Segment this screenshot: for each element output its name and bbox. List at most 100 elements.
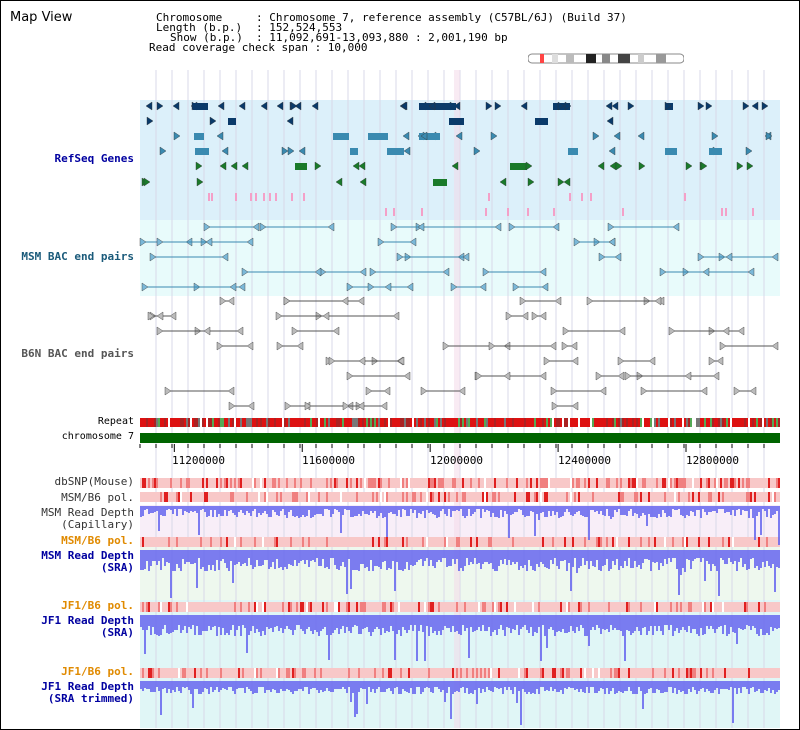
msm-b6-pol-segment: [198, 492, 200, 502]
jf1-trimmed-depth-bar: [230, 681, 232, 687]
jf1-trimmed-depth-bar: [700, 681, 702, 689]
msm-b6-pol-segment: [736, 492, 738, 502]
msm-sra-depth-bar: [224, 550, 226, 563]
msm-sra-depth-bar: [292, 550, 294, 566]
msm-sra-depth-bar: [278, 550, 280, 568]
msm-capillary-depth-bar: [266, 506, 268, 514]
jf1-b6-pol-segment: [304, 602, 306, 612]
dbsnp-segment: [536, 478, 538, 488]
msm-bac-pair-end: [369, 267, 377, 277]
jf1-b6-pol-segment: [276, 602, 278, 612]
msm-capillary-depth-bar: [206, 506, 208, 517]
jf1-trimmed-depth-bar: [722, 681, 724, 689]
repeat-segment: [314, 418, 316, 427]
gene-arrow: [173, 131, 181, 141]
msm-b6-pol-segment: [342, 492, 344, 502]
msm-sra-depth-bar: [280, 550, 282, 567]
chromosome-ideogram[interactable]: [528, 53, 684, 64]
msm-b6-pol-segment: [674, 492, 676, 502]
b6n-bac-pair-end: [247, 401, 255, 411]
msm-sra-depth-bar: [378, 550, 380, 567]
jf1-trimmed-depth-bar: [372, 681, 374, 689]
jf1-b6-pol-segment: [226, 602, 228, 612]
jf1-trimmed-depth-bar: [272, 681, 274, 689]
msm-b6-pol-segment: [258, 537, 260, 547]
jf1-b6-pol-segment: [646, 602, 648, 612]
jf1-b6-pol-segment: [254, 668, 256, 678]
msm-b6-pol-segment: [744, 537, 746, 547]
msm-b6-pol-segment: [346, 492, 348, 502]
jf1-sra-depth-bar: [332, 615, 334, 633]
jf1-sra-depth-bar: [422, 615, 424, 632]
msm-b6-pol-segment: [378, 492, 380, 502]
jf1-trimmed-depth-bar: [738, 681, 740, 688]
jf1-b6-pol-segment: [590, 668, 592, 678]
msm-b6-pol-segment: [706, 537, 708, 547]
msm-b6-pol-segment: [640, 537, 642, 547]
jf1-trimmed-depth-bar: [512, 681, 514, 694]
jf1-b6-pol-segment: [566, 668, 568, 678]
msm-sra-depth-bar: [154, 550, 156, 561]
jf1-trimmed-depth-bar: [180, 681, 182, 693]
msm-capillary-depth-bar: [396, 506, 398, 516]
jf1-b6-pol-segment: [228, 602, 230, 612]
repeat-segment: [622, 418, 624, 427]
msm-b6-pol-segment: [160, 492, 162, 502]
msm-capillary-depth-bar: [240, 506, 242, 510]
msm-sra-depth-bar: [652, 550, 654, 562]
jf1-b6-pol-segment: [400, 668, 402, 678]
msm-sra-depth-bar: [186, 550, 188, 562]
msm-b6-pol-segment: [382, 537, 384, 547]
jf1-b6-pol-segment: [432, 668, 434, 678]
msm-b6-pol-segment: [514, 537, 516, 547]
jf1-b6-pol-segment: [220, 602, 222, 612]
jf1-trimmed-depth-bar: [730, 681, 732, 687]
msm-sra-depth-bar: [194, 550, 196, 563]
jf1-b6-pol-segment: [624, 668, 626, 678]
jf1-b6-pol-segment: [218, 602, 220, 612]
jf1-b6-pol-segment: [382, 602, 384, 612]
jf1-sra-depth-bar: [658, 615, 660, 626]
msm-capillary-depth-bar: [430, 506, 432, 512]
dbsnp-segment: [574, 478, 576, 488]
msm-b6-pol-segment: [628, 492, 630, 502]
repeat-segment: [520, 418, 522, 427]
jf1-trimmed-depth-bar: [562, 681, 564, 694]
msm-b6-pol-segment: [318, 492, 320, 502]
msm-sra-depth-bar: [754, 550, 756, 568]
repeat-segment: [168, 418, 170, 427]
jf1-sra-depth-bar: [506, 615, 508, 627]
jf1-trimmed-depth-bar: [462, 681, 464, 687]
msm-b6-pol-segment: [680, 537, 682, 547]
jf1-b6-pol-segment: [164, 668, 166, 678]
jf1-trimmed-depth-bar: [208, 681, 210, 694]
jf1-b6-pol-segment: [638, 602, 640, 612]
msm-b6-pol-segment: [558, 492, 560, 502]
repeat-segment: [472, 418, 474, 427]
jf1-sra-depth-bar: [712, 615, 714, 629]
msm-sra-depth-bar: [550, 550, 552, 560]
jf1-trimmed-depth-bar: [466, 681, 468, 688]
msm-sra-depth-bar: [336, 550, 338, 569]
msm-capillary-depth-bar: [150, 506, 152, 513]
msm-b6-pol-segment: [608, 537, 610, 547]
jf1-b6-pol-segment: [692, 602, 694, 612]
msm-capillary-depth-bar: [294, 506, 296, 517]
msm-capillary-depth-bar: [172, 506, 174, 514]
repeat-segment: [572, 418, 574, 427]
jf1-b6-pol-segment: [532, 668, 534, 678]
jf1-b6-pol-segment: [644, 602, 646, 612]
msm-capillary-depth-bar: [674, 506, 676, 510]
msm-b6-pol-segment: [266, 537, 268, 547]
msm-b6-pol-segment: [722, 537, 724, 547]
jf1-b6-pol-segment: [190, 602, 192, 612]
jf1-sra-depth-bar: [696, 615, 698, 634]
msm-b6-pol-segment: [506, 537, 508, 547]
jf1-trimmed-depth-bar: [336, 681, 338, 689]
repeat-segment: [644, 418, 646, 427]
msm-capillary-depth-bar: [392, 506, 394, 514]
repeat-segment: [302, 418, 304, 427]
jf1-b6-pol-segment: [440, 602, 442, 612]
msm-bac-pair-end: [406, 282, 414, 292]
